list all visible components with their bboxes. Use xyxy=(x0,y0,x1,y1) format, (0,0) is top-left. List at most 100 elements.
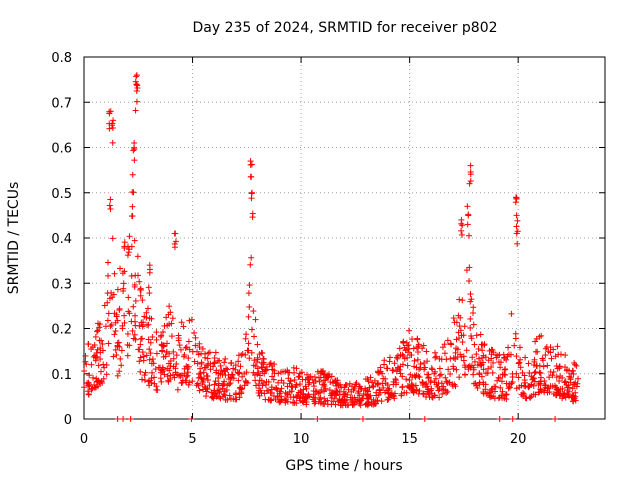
data-point xyxy=(131,237,138,244)
data-point xyxy=(146,382,153,389)
data-point xyxy=(316,378,323,385)
data-point xyxy=(445,366,452,373)
data-point xyxy=(131,331,138,338)
data-point xyxy=(317,374,324,381)
data-point xyxy=(121,239,128,246)
data-point xyxy=(196,371,203,378)
data-point xyxy=(291,376,298,383)
data-point xyxy=(116,368,123,375)
data-point xyxy=(167,363,174,370)
data-point xyxy=(433,353,440,360)
data-point xyxy=(248,161,255,168)
data-point xyxy=(147,350,154,357)
data-point xyxy=(342,391,349,398)
data-point xyxy=(548,355,555,362)
data-point xyxy=(280,380,287,387)
data-point xyxy=(453,366,460,373)
data-point xyxy=(482,354,489,361)
data-point xyxy=(305,391,312,398)
data-point xyxy=(538,388,545,395)
data-point xyxy=(378,398,385,405)
data-point xyxy=(283,396,290,403)
data-point xyxy=(318,386,325,393)
data-point xyxy=(106,202,113,209)
data-point xyxy=(526,369,533,376)
data-point xyxy=(245,347,252,354)
data-point xyxy=(245,290,252,297)
data-point xyxy=(129,189,136,196)
data-point xyxy=(298,369,305,376)
data-point xyxy=(239,350,246,357)
data-point xyxy=(170,348,177,355)
y-tick-label: 0.6 xyxy=(51,142,72,157)
data-point xyxy=(456,374,463,381)
data-point xyxy=(195,382,202,389)
data-point xyxy=(359,395,366,402)
data-point xyxy=(237,363,244,370)
data-point xyxy=(503,356,510,363)
data-point xyxy=(340,399,347,406)
data-point xyxy=(312,378,319,385)
data-point xyxy=(370,382,377,389)
data-point xyxy=(347,394,354,401)
data-point xyxy=(322,398,329,405)
data-point xyxy=(148,360,155,367)
data-point xyxy=(296,373,303,380)
data-point xyxy=(110,291,117,298)
data-point xyxy=(157,364,164,371)
data-point xyxy=(119,322,126,329)
data-point xyxy=(428,365,435,372)
y-axis-label: SRMTID / TECUs xyxy=(6,182,22,295)
data-point xyxy=(204,355,211,362)
data-point xyxy=(425,386,432,393)
data-point xyxy=(432,375,439,382)
data-point xyxy=(292,384,299,391)
data-point xyxy=(355,388,362,395)
data-point xyxy=(107,196,114,203)
data-point xyxy=(107,323,114,330)
data-point xyxy=(211,381,218,388)
data-point xyxy=(143,352,150,359)
data-point xyxy=(402,347,409,354)
data-point xyxy=(390,367,397,374)
data-point xyxy=(158,348,165,355)
data-point xyxy=(327,379,334,386)
data-point xyxy=(371,377,378,384)
data-point xyxy=(213,369,220,376)
data-point xyxy=(399,373,406,380)
data-point xyxy=(336,388,343,395)
data-point xyxy=(567,374,574,381)
data-point xyxy=(537,370,544,377)
data-point xyxy=(469,354,476,361)
data-point xyxy=(226,381,233,388)
data-point xyxy=(399,383,406,390)
data-point xyxy=(181,365,188,372)
data-point xyxy=(120,280,127,287)
data-point xyxy=(189,378,196,385)
data-point xyxy=(131,146,138,153)
data-point xyxy=(411,363,418,370)
data-point xyxy=(545,384,552,391)
data-point xyxy=(215,374,222,381)
data-point xyxy=(491,383,498,390)
data-point xyxy=(318,398,325,405)
data-point xyxy=(467,291,474,298)
data-point xyxy=(137,286,144,293)
data-point xyxy=(497,384,504,391)
data-point xyxy=(465,212,472,219)
data-point xyxy=(136,358,143,365)
data-point xyxy=(103,371,110,378)
data-point xyxy=(332,388,339,395)
data-point xyxy=(199,381,206,388)
data-point xyxy=(94,328,101,335)
data-point xyxy=(85,340,92,347)
data-point xyxy=(147,339,154,346)
x-tick-label: 15 xyxy=(401,432,418,447)
zero-point xyxy=(496,416,503,422)
data-point xyxy=(505,344,512,351)
data-point xyxy=(406,345,413,352)
data-point xyxy=(384,365,391,372)
data-point xyxy=(476,381,483,388)
data-point xyxy=(303,385,310,392)
data-point xyxy=(100,361,107,368)
